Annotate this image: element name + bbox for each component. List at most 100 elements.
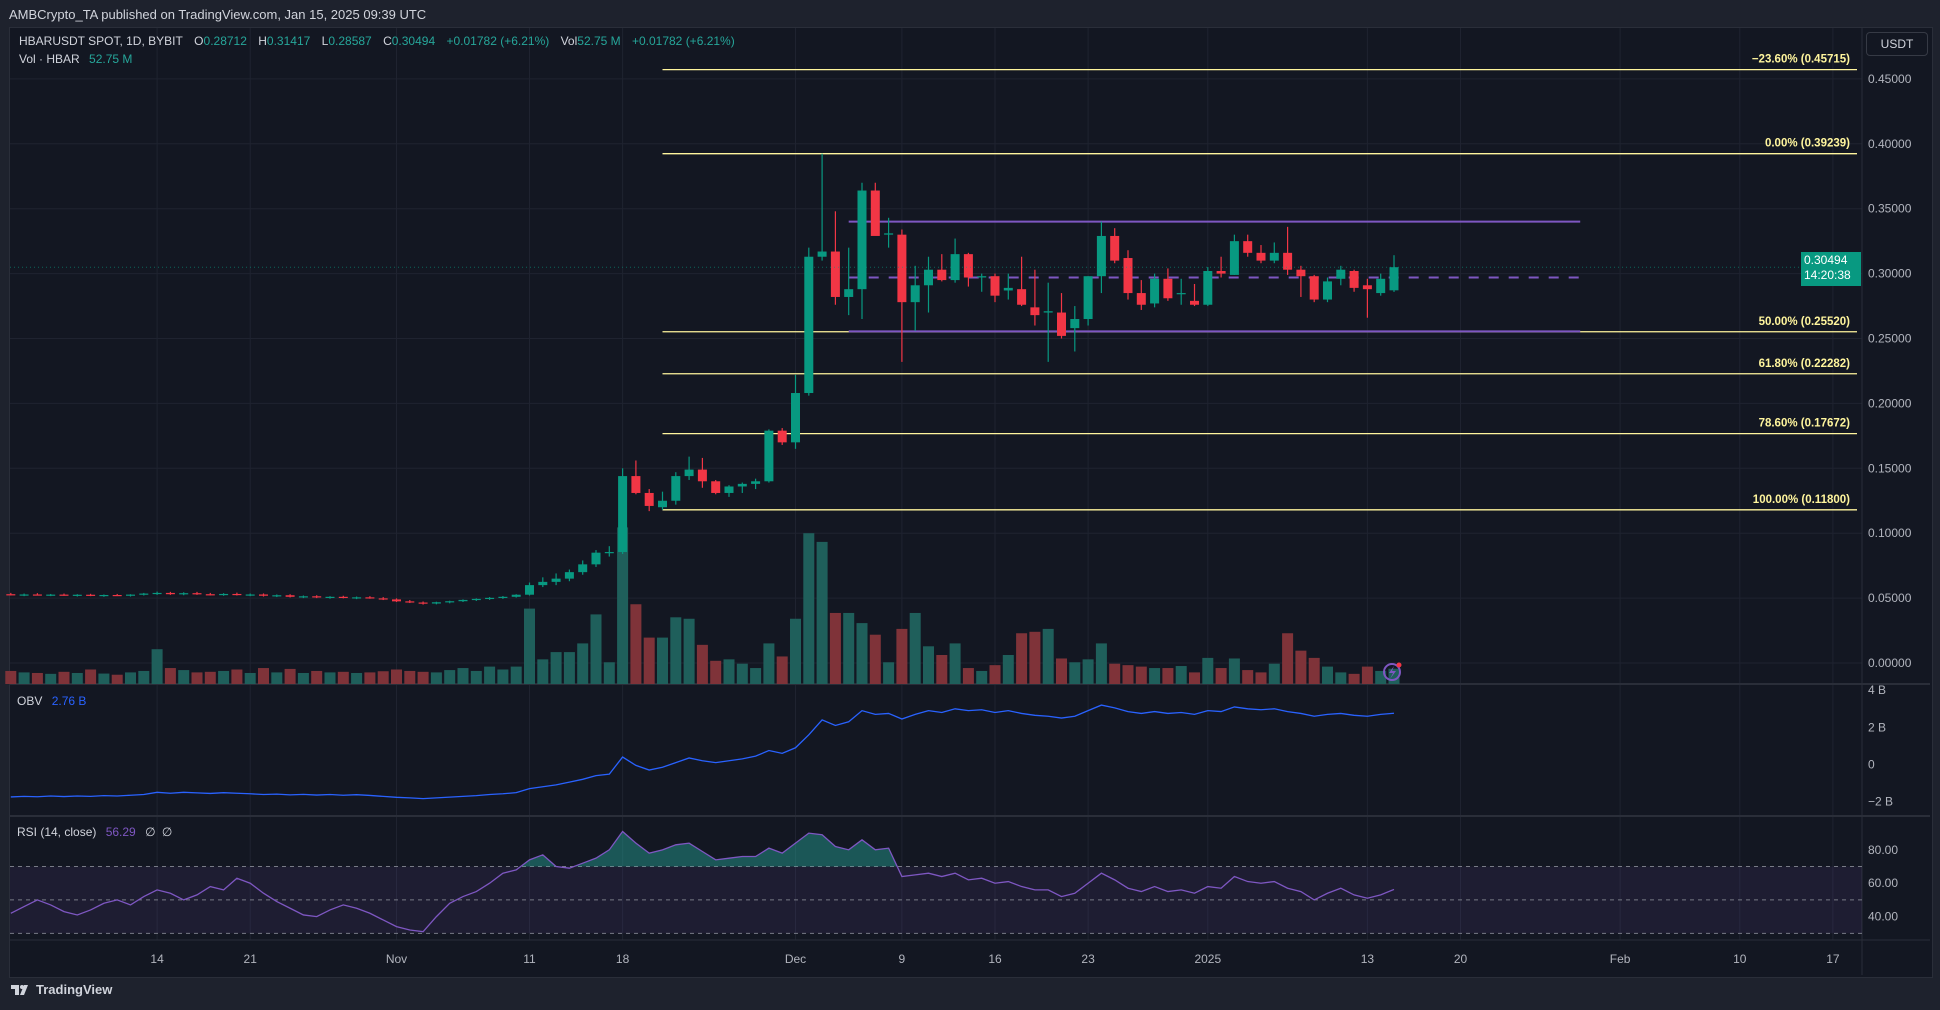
volume-bar bbox=[723, 659, 735, 684]
candle-body bbox=[671, 476, 681, 501]
fib-level-label: −23.60% (0.45715) bbox=[1752, 54, 1850, 66]
candle-body bbox=[1296, 269, 1306, 277]
candle-body bbox=[139, 593, 149, 595]
tradingview-logo[interactable]: TradingView bbox=[10, 982, 112, 997]
candle-body bbox=[564, 572, 574, 579]
candle-body bbox=[830, 251, 840, 297]
candle-body bbox=[857, 190, 867, 290]
candle-body bbox=[578, 564, 588, 573]
candle-body bbox=[1203, 271, 1213, 305]
volume-bar bbox=[444, 670, 456, 684]
publish-bar: AMBCrypto_TA published on TradingView.co… bbox=[0, 0, 1940, 28]
volume-bar bbox=[670, 617, 682, 684]
candle-body bbox=[870, 190, 880, 236]
published-info: AMBCrypto_TA published on TradingView.co… bbox=[9, 7, 427, 22]
volume-bar bbox=[1375, 670, 1387, 684]
candle-body bbox=[1070, 319, 1080, 329]
candle-body bbox=[751, 481, 761, 484]
rsi-label[interactable]: RSI (14, close) bbox=[17, 825, 97, 839]
candle-body bbox=[1150, 278, 1160, 304]
volume-bar bbox=[710, 660, 722, 684]
volume-legend: Vol · HBAR 52.75 M bbox=[19, 52, 135, 66]
tradingview-logo-icon bbox=[11, 984, 28, 995]
volume-bar bbox=[271, 672, 283, 684]
candle-body bbox=[724, 486, 734, 493]
rsi-value: 56.29 bbox=[105, 825, 136, 839]
volume-bar bbox=[869, 634, 881, 684]
bar-countdown: 14:20:38 bbox=[1804, 268, 1851, 282]
obv-label[interactable]: OBV bbox=[17, 694, 43, 708]
volume-bar bbox=[923, 646, 934, 684]
candle-body bbox=[937, 269, 947, 281]
candle-body bbox=[618, 476, 628, 553]
volume-bar bbox=[550, 652, 562, 684]
symbol-legend: HBARUSDT SPOT, 1D, BYBIT O0.28712 H0.314… bbox=[19, 34, 738, 48]
volume-bar bbox=[750, 668, 762, 684]
volume-bar bbox=[1069, 662, 1081, 684]
volume-bar bbox=[1082, 659, 1094, 684]
volume-bar bbox=[125, 672, 136, 684]
candle-body bbox=[1043, 311, 1053, 313]
candle-body bbox=[804, 256, 814, 394]
price-tick-label: 0.30000 bbox=[1868, 267, 1912, 281]
low-value: 0.28587 bbox=[328, 34, 372, 48]
candle-body bbox=[631, 476, 641, 493]
currency-button[interactable]: USDT bbox=[1866, 32, 1928, 56]
volume-bar bbox=[803, 533, 815, 684]
candle-body bbox=[6, 594, 16, 596]
time-tick-label: 10 bbox=[1733, 952, 1747, 966]
lightning-icon[interactable] bbox=[1383, 662, 1402, 681]
volume-bar bbox=[1056, 658, 1067, 684]
volume-bar bbox=[856, 623, 868, 684]
logo-text: TradingView bbox=[36, 982, 113, 997]
candle-body bbox=[471, 598, 481, 601]
volume-bar bbox=[683, 618, 695, 684]
candle-body bbox=[392, 599, 401, 602]
volume-bar bbox=[164, 668, 176, 684]
candle-body bbox=[99, 594, 109, 597]
obv-tick-label: −2 B bbox=[1868, 795, 1893, 809]
close-label: C bbox=[383, 34, 392, 48]
volume-bar bbox=[1109, 663, 1121, 684]
volume-bar bbox=[657, 637, 668, 684]
price-tick-label: 0.35000 bbox=[1868, 202, 1912, 216]
fib-level-label: 0.00% (0.39239) bbox=[1765, 138, 1850, 150]
open-label: O bbox=[194, 34, 204, 48]
candle-body bbox=[910, 285, 920, 303]
symbol-name[interactable]: HBARUSDT SPOT, 1D, BYBIT bbox=[19, 34, 183, 48]
last-price-tag: 0.30494 14:20:38 bbox=[1801, 252, 1861, 286]
candle-body bbox=[1123, 258, 1133, 294]
candle-body bbox=[897, 234, 907, 303]
volume-bar bbox=[989, 665, 1001, 684]
volume-bar bbox=[351, 672, 363, 684]
fib-level-label: 78.60% (0.17672) bbox=[1759, 418, 1851, 430]
candle-body bbox=[245, 594, 255, 596]
volume-bar bbox=[204, 671, 216, 684]
candle-body bbox=[990, 276, 1000, 296]
candle-body bbox=[205, 594, 215, 596]
volume-change-value: +0.01782 (+6.21%) bbox=[631, 34, 735, 48]
candle-body bbox=[538, 581, 548, 586]
price-tick-label: 0.05000 bbox=[1868, 591, 1912, 605]
candle-body bbox=[884, 233, 894, 235]
volume-series-label[interactable]: Vol · HBAR bbox=[19, 52, 80, 66]
fib-level-label: 50.00% (0.25520) bbox=[1759, 316, 1851, 328]
candle-body bbox=[418, 602, 428, 604]
price-tick-label: 0.10000 bbox=[1868, 526, 1912, 540]
volume-bar bbox=[1308, 657, 1320, 684]
volume-bar bbox=[1295, 650, 1307, 684]
candle-body bbox=[1136, 293, 1146, 305]
candle-body bbox=[352, 597, 362, 599]
volume-bar bbox=[936, 655, 948, 684]
price-tick-label: 0.40000 bbox=[1868, 137, 1912, 151]
open-value: 0.28712 bbox=[203, 34, 247, 48]
chart-frame bbox=[9, 27, 1933, 978]
candle-body bbox=[232, 593, 242, 596]
volume-bar bbox=[18, 672, 30, 684]
volume-bar bbox=[577, 643, 589, 684]
candle-body bbox=[1323, 281, 1332, 300]
volume-bar bbox=[138, 670, 150, 684]
candle-body bbox=[1283, 252, 1293, 270]
candle-body bbox=[126, 594, 135, 596]
